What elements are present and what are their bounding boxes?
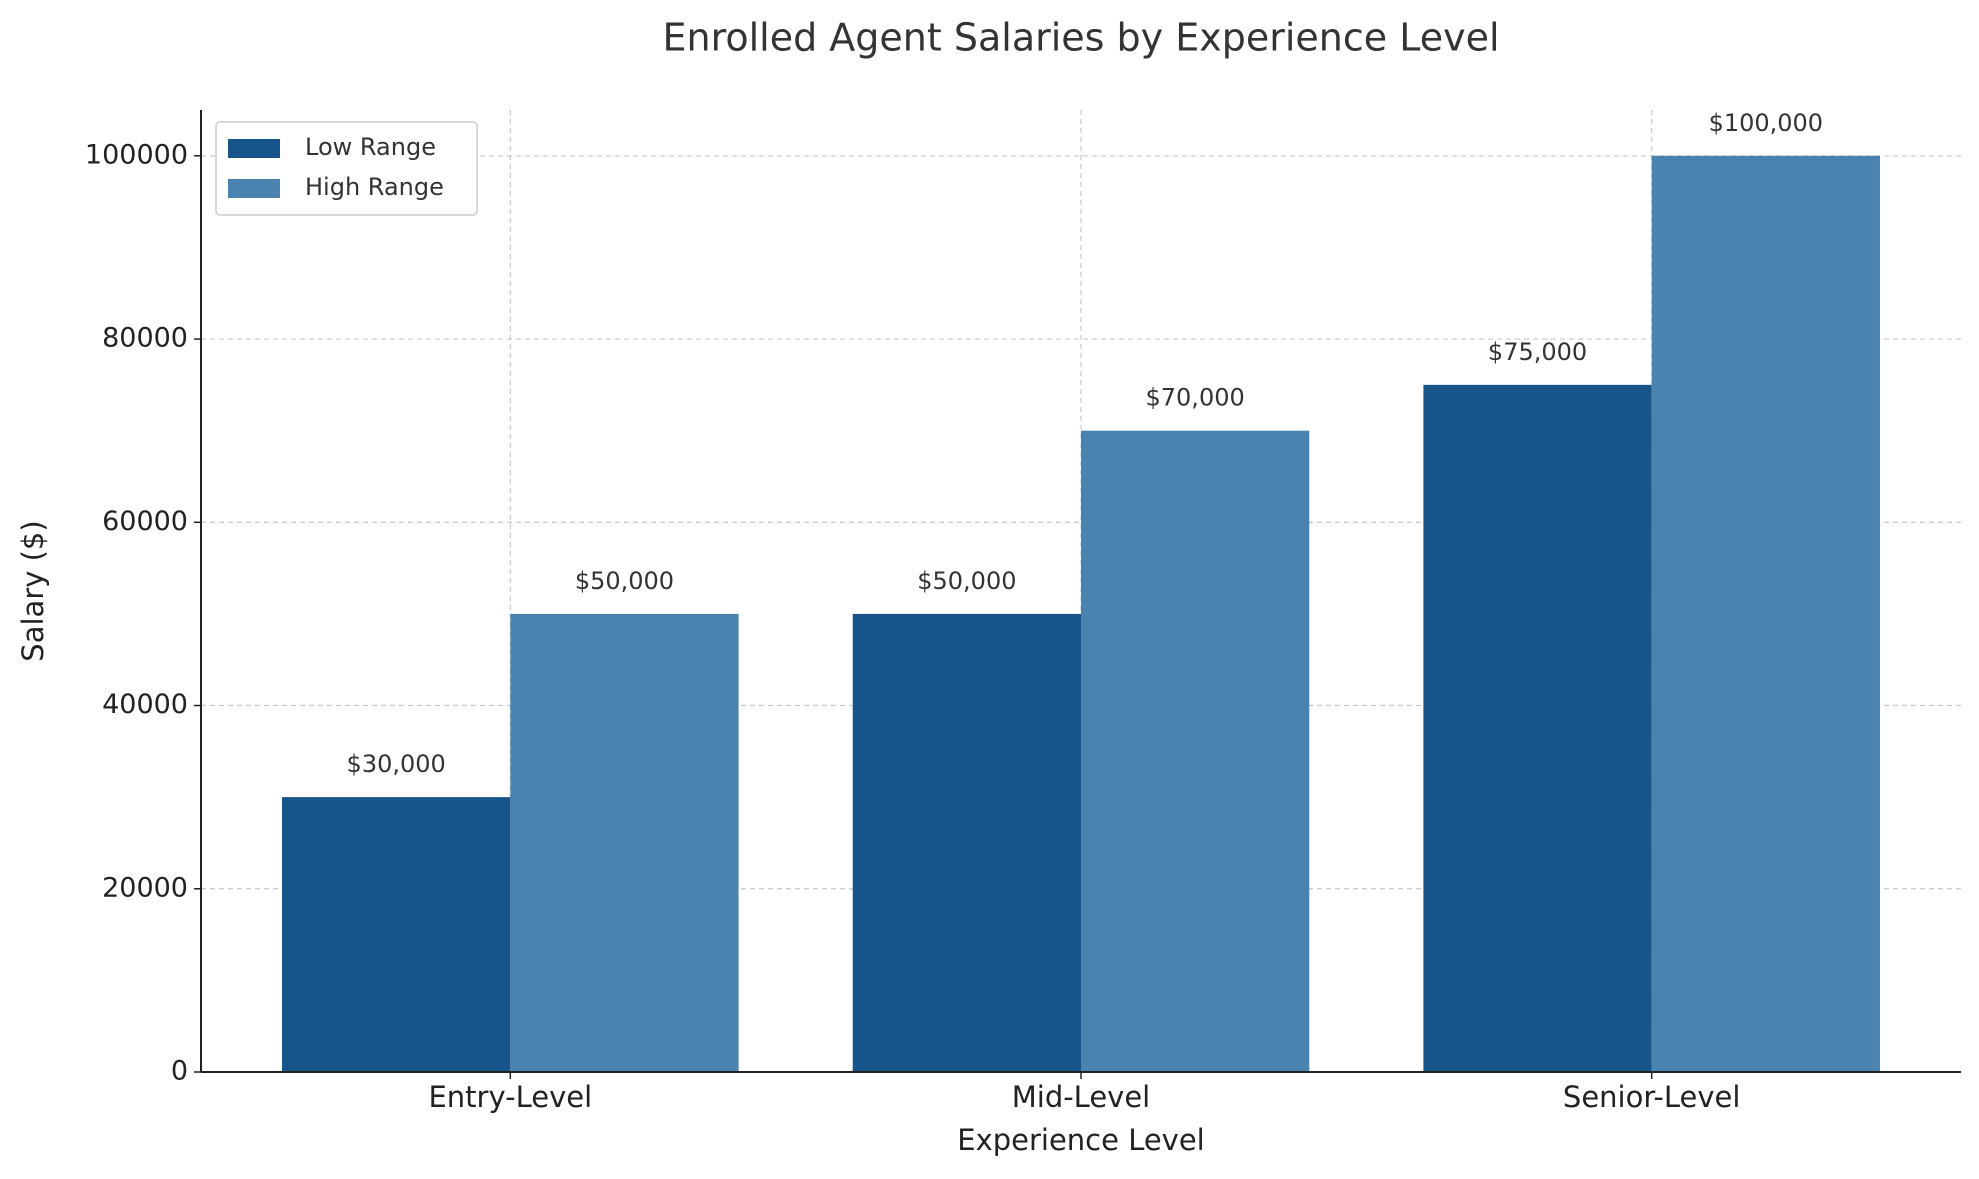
value-label: $50,000 (917, 567, 1016, 595)
y-tick-label: 60000 (102, 506, 188, 537)
x-axis-label: Experience Level (957, 1123, 1205, 1157)
y-tick-label: 40000 (102, 689, 188, 720)
y-tick-label: 80000 (102, 323, 188, 354)
bar (1651, 155, 1880, 1073)
chart-title: Enrolled Agent Salaries by Experience Le… (662, 16, 1499, 60)
value-label: $70,000 (1146, 384, 1245, 412)
value-label: $100,000 (1709, 109, 1824, 137)
value-label: $30,000 (347, 750, 446, 778)
value-label: $75,000 (1488, 338, 1587, 366)
x-tick-label: Mid-Level (1012, 1080, 1151, 1114)
x-tick-label: Entry-Level (428, 1080, 592, 1114)
y-axis-label: Salary ($) (16, 520, 50, 661)
bar (852, 613, 1081, 1072)
x-tick-label: Senior-Level (1563, 1080, 1741, 1114)
legend-swatch (228, 179, 280, 198)
legend-label: Low Range (305, 133, 436, 161)
y-tick-label: 100000 (85, 139, 188, 170)
bar (1423, 384, 1652, 1072)
legend-box (215, 121, 478, 216)
bar (1081, 430, 1310, 1073)
bar (282, 797, 511, 1072)
legend-label: High Range (305, 173, 444, 201)
value-label: $50,000 (575, 567, 674, 595)
legend-swatch (228, 139, 280, 158)
bar (510, 613, 739, 1072)
y-tick-label: 20000 (102, 872, 188, 903)
y-tick-label: 0 (171, 1056, 188, 1087)
